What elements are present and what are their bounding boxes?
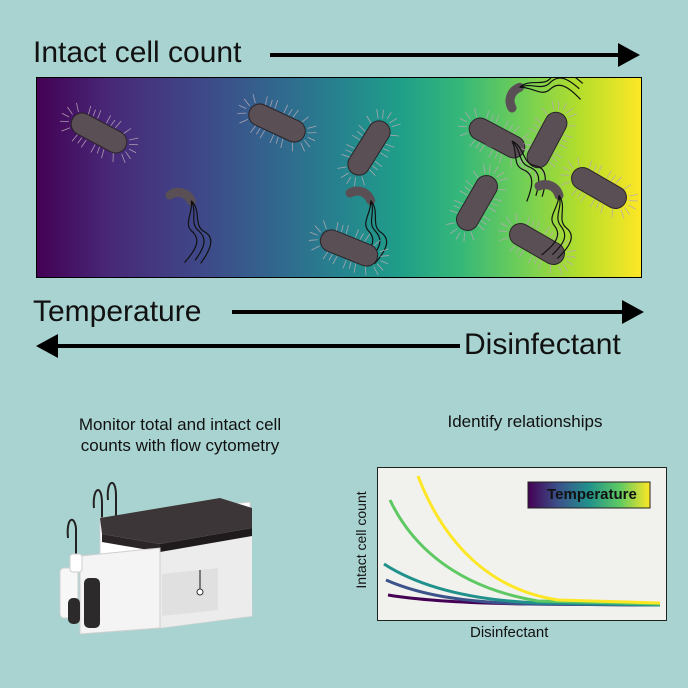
relationship-curves	[383, 475, 661, 607]
series-line-highest-temperature	[416, 475, 661, 605]
disinfectant-label: Disinfectant	[464, 328, 621, 361]
flow-cytometer-illustration	[59, 482, 253, 635]
temperature-gradient-panel	[36, 77, 647, 284]
identify-relationships-caption: Identify relationships	[447, 412, 603, 431]
caption-line-2: counts with flow cytometry	[80, 436, 280, 456]
flow-cytometry-caption: Monitor total and intact cell counts wit…	[20, 414, 340, 457]
temperature-arrow-head	[622, 300, 644, 324]
legend-gradient	[527, 481, 651, 509]
legend-label: Temperature	[547, 486, 637, 503]
disinfectant-arrow-shaft	[56, 344, 460, 348]
intact-cell-count-label: Intact cell count	[33, 36, 242, 69]
disinfectant-arrow-head	[36, 334, 58, 358]
caption-line-1: Monitor total and intact cell	[78, 415, 282, 434]
series-line-high-temperature	[388, 499, 661, 606]
intact-count-arrow-head	[618, 43, 640, 67]
bacteria-illustration	[51, 78, 647, 284]
series-line-low-temperature	[385, 578, 661, 607]
temperature-arrow-shaft	[232, 310, 624, 314]
x-axis-label: Disinfectant	[470, 624, 549, 641]
temperature-label: Temperature	[33, 295, 202, 328]
intact-count-arrow-shaft	[270, 53, 620, 57]
series-line-mid-temperature	[383, 562, 661, 607]
y-axis-label: Intact cell count	[353, 491, 369, 589]
relationship-plot: Temperature	[377, 467, 667, 621]
